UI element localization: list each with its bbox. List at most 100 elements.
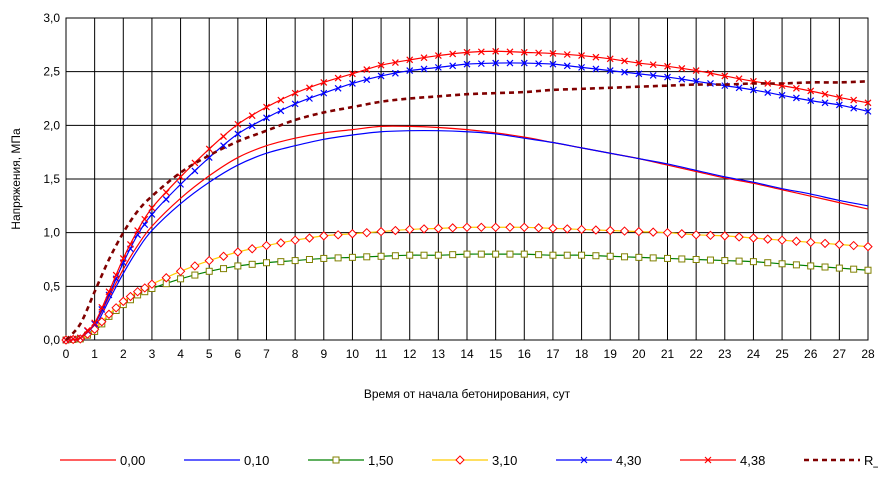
x-tick-label: 26 [804, 347, 818, 361]
data-point [463, 250, 471, 258]
data-point [662, 227, 673, 238]
data-point [792, 261, 800, 269]
legend-label: 0,10 [244, 453, 269, 468]
data-point [105, 288, 113, 296]
data-point [334, 254, 342, 262]
x-tick-label: 7 [263, 347, 270, 361]
data-point [821, 99, 829, 107]
data-point [140, 283, 150, 293]
data-point [91, 319, 99, 327]
x-axis-title: Время от начала бетонирования, сут [364, 387, 571, 401]
data-point [520, 250, 528, 258]
data-point [778, 91, 786, 99]
data-point [834, 239, 845, 250]
data-point [806, 237, 816, 248]
data-point [691, 230, 701, 240]
data-point [592, 53, 600, 61]
data-point [276, 238, 286, 248]
data-point [807, 97, 815, 105]
data-point [835, 101, 843, 109]
data-point [248, 260, 256, 268]
data-point [84, 326, 91, 334]
data-point [447, 223, 458, 233]
data-point [248, 112, 256, 120]
data-point [349, 70, 356, 78]
data-point [678, 75, 686, 83]
data-point [705, 230, 716, 241]
x-tick-label: 19 [604, 347, 618, 361]
legend-marker [455, 455, 465, 465]
data-point [125, 291, 136, 302]
x-tick-label: 4 [177, 347, 184, 361]
data-point [406, 67, 414, 75]
data-point [749, 258, 757, 266]
data-point [263, 114, 270, 122]
data-point [277, 107, 285, 115]
data-point [591, 225, 601, 235]
data-point [864, 266, 872, 274]
data-point [578, 52, 585, 59]
data-point [506, 250, 514, 258]
data-point [376, 226, 386, 237]
data-point [792, 94, 800, 102]
data-point [864, 107, 872, 115]
legend-marker [704, 456, 712, 464]
series-layer [61, 47, 873, 345]
data-point [190, 261, 200, 271]
series-line [65, 125, 869, 341]
data-point [535, 60, 543, 68]
data-point [519, 222, 529, 233]
data-point [134, 227, 142, 234]
data-point [621, 253, 629, 261]
data-point [449, 251, 457, 259]
legend-label: 0,00 [120, 453, 145, 468]
data-point [735, 75, 743, 83]
data-point [492, 250, 500, 258]
data-point [821, 263, 829, 271]
data-point [148, 204, 156, 212]
data-point [177, 173, 184, 181]
data-point [161, 273, 171, 283]
data-point [434, 52, 442, 59]
data-point [333, 230, 343, 240]
data-point [320, 78, 328, 86]
data-point [492, 59, 500, 67]
data-point [175, 266, 186, 277]
data-point [220, 133, 227, 141]
data-point [362, 227, 372, 238]
data-point [205, 145, 213, 153]
data-point [792, 84, 800, 92]
data-point [277, 258, 285, 266]
data-point [377, 72, 385, 80]
data-point [111, 303, 121, 313]
data-point [263, 103, 270, 111]
data-point [263, 259, 270, 267]
data-point [850, 265, 858, 273]
series-line [65, 80, 869, 341]
data-point [490, 222, 501, 233]
data-point [248, 122, 256, 130]
x-tick-label: 24 [747, 347, 761, 361]
x-tick-label: 15 [489, 347, 503, 361]
data-point [592, 252, 600, 260]
data-point [505, 222, 515, 233]
y-tick-label: 1,5 [43, 172, 60, 186]
data-point [406, 56, 414, 64]
legend-marker [580, 456, 588, 464]
data-point [191, 167, 199, 175]
x-tick-label: 20 [632, 347, 646, 361]
data-point [391, 69, 399, 77]
data-point [76, 334, 84, 342]
data-point [664, 254, 671, 262]
data-point [764, 89, 772, 97]
data-point [218, 251, 229, 261]
data-point [520, 48, 528, 56]
data-point [563, 51, 571, 58]
data-point [449, 50, 457, 58]
data-point [649, 254, 657, 262]
series-0 [65, 125, 869, 341]
y-axis-title: Напряжения, МПа [9, 128, 23, 230]
data-point [220, 265, 228, 273]
data-point [141, 215, 149, 223]
